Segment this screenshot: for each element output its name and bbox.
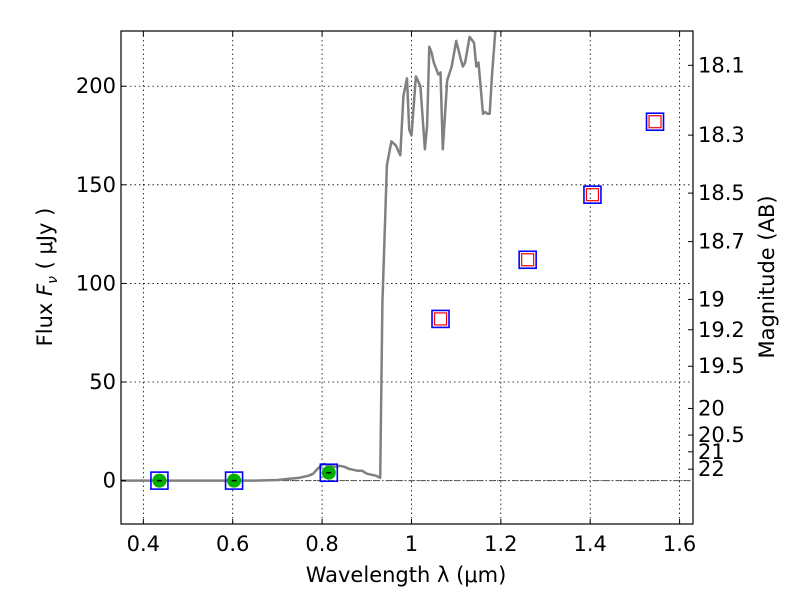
model-photometry-marker [645, 112, 665, 132]
y2-tick-label: 22 [698, 457, 725, 481]
y2-tick-label: 19.2 [698, 318, 745, 342]
y2-tick-label: 20.5 [698, 423, 745, 447]
ticks: 0.4 0.6 0.8 1 1.2 1.4 1.6 0 50 100 150 200 18.1 18.3 1… [76, 31, 745, 556]
y-tick-label: 150 [76, 173, 116, 197]
x-tick-label: 0.6 [216, 532, 249, 556]
y2-axis-label: Magnitude (AB) [755, 195, 779, 358]
observed-photometry-marker [521, 253, 535, 267]
y2-tick-label: 20 [698, 396, 725, 420]
y2-tick-label: 18.1 [698, 53, 745, 77]
y-tick-label: 50 [89, 370, 116, 394]
y2-tick-label: 18.5 [698, 181, 745, 205]
y2-tick-label: 19.5 [698, 354, 745, 378]
data-layer [121, 31, 665, 490]
y2-tick-label: 18.7 [698, 230, 745, 254]
y-tick-label: 0 [103, 469, 116, 493]
y-axis-label: Flux Fν ( μJy ) [33, 208, 61, 347]
x-tick-label: 1 [405, 532, 418, 556]
plot-frame [120, 30, 694, 525]
model-photometry-marker [583, 185, 602, 204]
model-photometry-marker [319, 463, 339, 483]
model-photometry-marker [150, 471, 169, 490]
y2-tick-label: 18.3 [698, 123, 745, 147]
model-photometry-marker [224, 471, 244, 490]
model-photometry-marker [431, 309, 450, 329]
observed-photometry-marker [648, 115, 662, 129]
x-tick-label: 1.6 [663, 532, 696, 556]
x-tick-label: 0.8 [305, 532, 338, 556]
y2-tick-label: 21 [698, 440, 725, 464]
x-axis-label: Wavelength λ (μm) [306, 563, 507, 587]
x-tick-label: 1.2 [484, 532, 517, 556]
y2-tick-label: 19 [698, 287, 725, 311]
observed-photometry-marker [585, 188, 600, 202]
y-tick-label: 200 [76, 74, 116, 98]
plot-background [121, 31, 693, 524]
observed-photometry-marker [433, 312, 448, 326]
model-photometry-marker [518, 250, 537, 270]
x-tick-label: 1.4 [574, 532, 607, 556]
x-tick-label: 0.4 [127, 532, 160, 556]
y-tick-label: 100 [76, 271, 116, 295]
